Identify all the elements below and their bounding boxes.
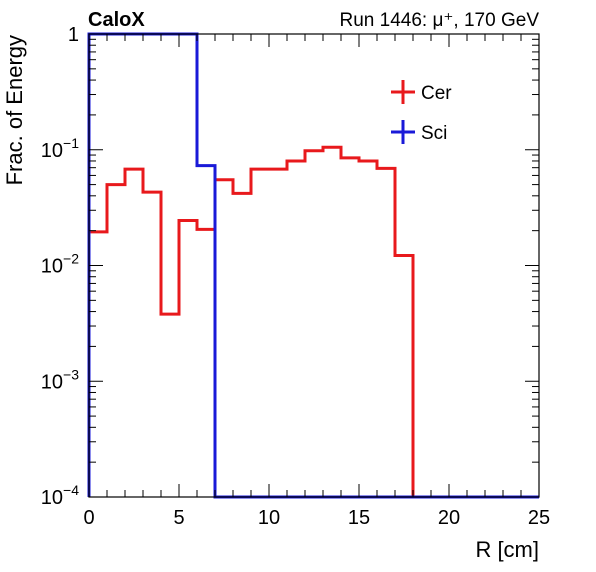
x-tick-label: 20 xyxy=(438,507,460,529)
x-tick-label: 0 xyxy=(83,507,94,529)
legend-cer-label: Cer xyxy=(421,83,452,104)
series-sci-line xyxy=(87,32,539,499)
plot-frame xyxy=(88,33,540,498)
plot-area: 0 5 10 15 20 25 1 10−1 10−2 10−3 10−4 xyxy=(41,24,550,529)
x-tick-label: 15 xyxy=(348,507,370,529)
y-tick-label: 10−1 xyxy=(41,135,79,162)
y-tick-label: 10−4 xyxy=(41,482,79,509)
x-tick-label: 5 xyxy=(173,507,184,529)
y-axis-label: Frac. of Energy xyxy=(2,35,27,185)
x-tick-label: 10 xyxy=(258,507,280,529)
experiment-label: CaloX xyxy=(88,9,145,31)
legend-sci-label: Sci xyxy=(421,123,447,144)
y-tick-label: 1 xyxy=(68,24,79,46)
y-tick-label: 10−2 xyxy=(41,251,79,278)
legend: Cer Sci xyxy=(391,80,452,144)
series-cer-line xyxy=(87,145,539,499)
x-axis-label: R [cm] xyxy=(475,537,539,562)
run-info-label: Run 1446: μ⁺, 170 GeV xyxy=(340,10,540,31)
x-tick-label: 25 xyxy=(528,507,550,529)
y-tick-label: 10−3 xyxy=(41,366,79,393)
